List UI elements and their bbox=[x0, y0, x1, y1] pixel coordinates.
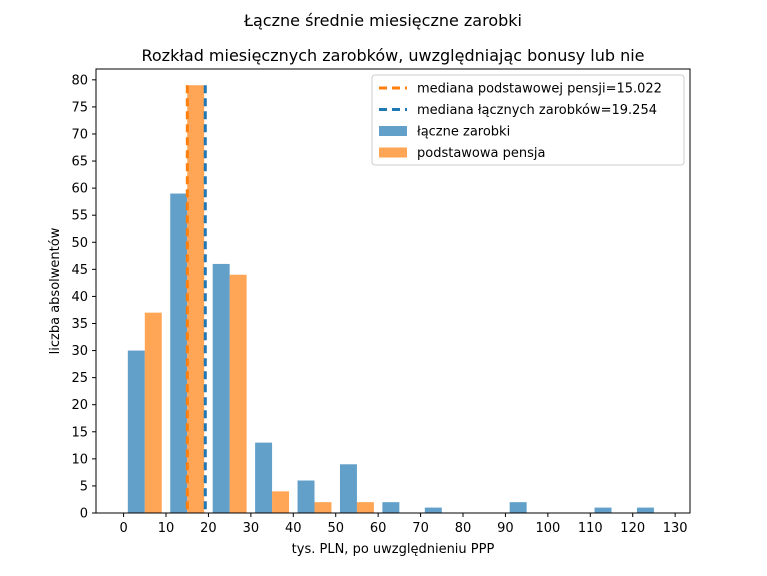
y-tick-label: 50 bbox=[71, 236, 88, 251]
y-tick-label: 40 bbox=[71, 290, 88, 305]
bar-laczne-zarobki-0 bbox=[127, 350, 145, 513]
x-tick-label: 50 bbox=[327, 521, 344, 536]
y-tick-label: 20 bbox=[71, 398, 88, 413]
x-tick-label: 40 bbox=[285, 521, 302, 536]
y-tick-label: 30 bbox=[71, 344, 88, 359]
x-tick-label: 0 bbox=[119, 521, 127, 536]
bar-laczne-zarobki-1 bbox=[170, 193, 188, 513]
bar-laczne-zarobki-4 bbox=[297, 480, 315, 513]
bar-podstawowa-pensja-2 bbox=[229, 274, 247, 513]
y-tick-label: 55 bbox=[71, 209, 88, 224]
x-tick-label: 70 bbox=[412, 521, 429, 536]
y-tick-label: 10 bbox=[71, 452, 88, 467]
bars-group bbox=[127, 85, 654, 514]
legend-label: mediana podstawowej pensji=15.022 bbox=[417, 82, 662, 97]
y-tick-label: 75 bbox=[71, 100, 88, 115]
y-tick-label: 5 bbox=[80, 479, 88, 494]
x-tick-label: 90 bbox=[497, 521, 514, 536]
y-tick-label: 65 bbox=[71, 155, 88, 170]
x-tick-label: 10 bbox=[158, 521, 175, 536]
x-tick-label: 60 bbox=[370, 521, 387, 536]
bar-laczne-zarobki-3 bbox=[255, 442, 273, 513]
median-lines-group bbox=[185, 85, 207, 513]
legend-label: podstawowa pensja bbox=[417, 146, 545, 161]
bar-laczne-zarobki-9 bbox=[594, 507, 612, 513]
x-axis-label: tys. PLN, po uwzględnieniu PPP bbox=[292, 542, 495, 557]
chart-suptitle: Łączne średnie miesięczne zarobki bbox=[243, 11, 522, 30]
bar-laczne-zarobki-2 bbox=[212, 263, 230, 513]
legend-label: mediana łącznych zarobków=19.254 bbox=[417, 103, 657, 118]
x-tick-label: 30 bbox=[243, 521, 260, 536]
bar-podstawowa-pensja-1 bbox=[187, 85, 205, 514]
bar-podstawowa-pensja-5 bbox=[356, 502, 374, 513]
x-tick-label: 20 bbox=[200, 521, 217, 536]
x-tick-label: 130 bbox=[663, 521, 688, 536]
x-tick-label: 120 bbox=[620, 521, 645, 536]
legend-swatch-patch bbox=[379, 147, 407, 158]
legend-swatch-patch bbox=[379, 126, 407, 136]
chart-title: Rozkład miesięcznych zarobków, uwzględni… bbox=[141, 46, 644, 65]
y-axis-ticks: 0 5 10 15 20 25 30 35 40 45 50 55 60 65 70 75 80 bbox=[71, 73, 96, 522]
y-axis-label: liczba absolwentów bbox=[48, 227, 63, 354]
bar-laczne-zarobki-5 bbox=[339, 464, 357, 513]
legend-label: łączne zarobki bbox=[417, 125, 510, 140]
y-tick-label: 35 bbox=[71, 317, 88, 332]
x-tick-label: 100 bbox=[535, 521, 560, 536]
x-tick-label: 80 bbox=[455, 521, 472, 536]
legend-frame bbox=[371, 74, 685, 166]
y-tick-label: 60 bbox=[71, 182, 88, 197]
bar-laczne-zarobki-6 bbox=[382, 502, 400, 513]
bar-laczne-zarobki-8 bbox=[509, 502, 527, 513]
y-tick-label: 70 bbox=[71, 127, 88, 142]
y-tick-label: 25 bbox=[71, 371, 88, 386]
plot-frame bbox=[95, 68, 691, 514]
x-axis-ticks: 0 10 20 30 40 50 60 70 80 90 100 110 120 130 bbox=[119, 513, 688, 536]
bar-laczne-zarobki-7 bbox=[424, 507, 442, 513]
bar-podstawowa-pensja-3 bbox=[272, 491, 290, 513]
bar-podstawowa-pensja-0 bbox=[144, 312, 162, 513]
x-tick-label: 110 bbox=[578, 521, 603, 536]
bar-podstawowa-pensja-4 bbox=[314, 502, 332, 513]
y-tick-label: 80 bbox=[71, 73, 88, 88]
bar-laczne-zarobki-10 bbox=[636, 507, 654, 513]
y-tick-label: 45 bbox=[71, 263, 88, 278]
legend: mediana podstawowej pensji=15.022 mediana… bbox=[371, 74, 685, 166]
y-tick-label: 0 bbox=[80, 507, 88, 522]
y-tick-label: 15 bbox=[71, 425, 88, 440]
